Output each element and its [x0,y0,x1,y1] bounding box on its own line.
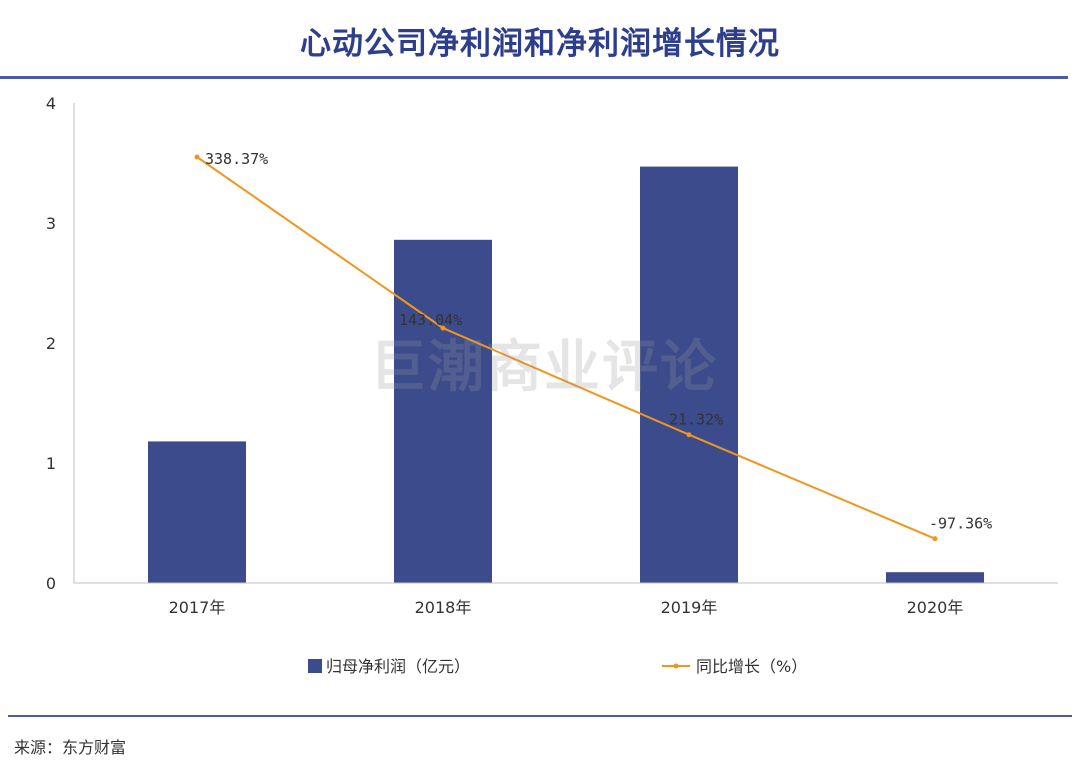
title-divider [0,76,1068,79]
chart-title: 心动公司净利润和净利润增长情况 [300,26,780,62]
growth-data-label: -97.36% [929,515,992,533]
growth-data-label: 143.04% [399,311,462,329]
source-note: 来源：东方财富 [14,738,127,757]
growth-line [196,156,936,540]
y-tick-label: 0 [46,574,56,593]
y-tick-label: 4 [46,94,56,113]
x-tick-label: 2020年 [907,598,964,617]
bar [640,166,738,583]
watermark: 巨潮商业评论 [370,335,718,400]
legend-line-marker [673,663,679,669]
growth-point [932,536,938,542]
y-tick-label: 1 [46,454,56,473]
growth-point [440,325,446,331]
growth-data-label: 338.37% [205,150,268,168]
legend-bar-swatch [308,659,322,673]
growth-point [194,154,200,160]
bar [886,572,984,583]
x-tick-label: 2019年 [661,598,718,617]
x-tick-label: 2018年 [415,598,472,617]
legend-line-label: 同比增长（%） [696,657,807,676]
footer-divider [8,715,1072,717]
legend-bar-label: 归母净利润（亿元） [326,657,470,676]
growth-point [686,432,692,438]
y-tick-label: 2 [46,334,56,353]
bar [148,441,246,583]
y-tick-label: 3 [46,214,56,233]
bar [394,239,492,584]
growth-data-label: 21.32% [669,411,723,429]
x-tick-label: 2017年 [169,598,226,617]
